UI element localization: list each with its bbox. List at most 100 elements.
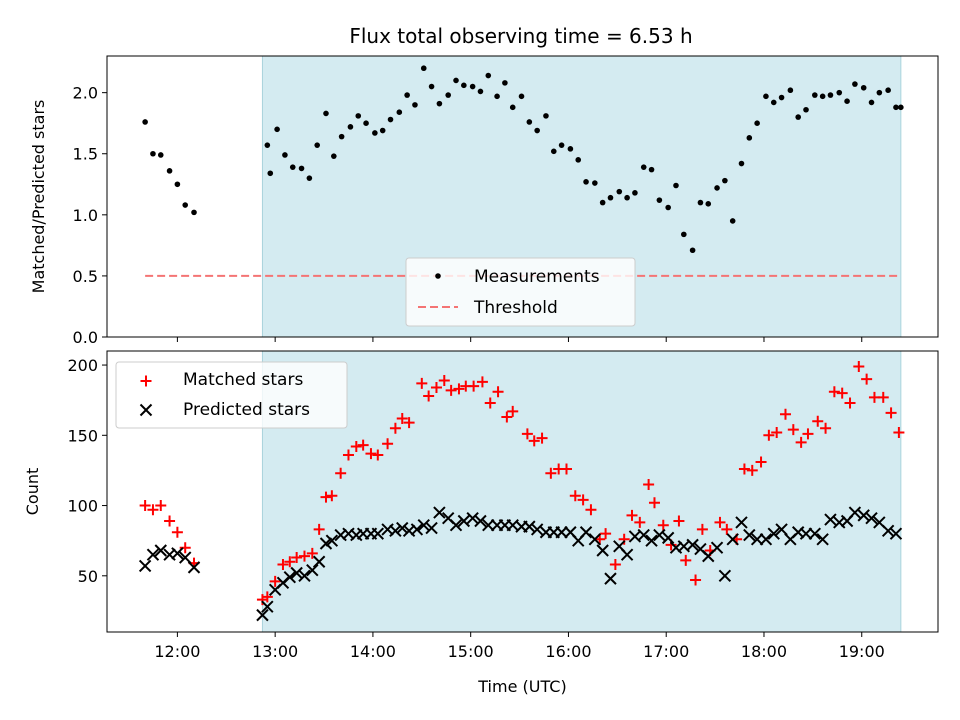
predicted-point	[457, 514, 471, 528]
predicted-point	[154, 544, 167, 557]
measurement-point	[338, 133, 345, 140]
predicted-point	[645, 534, 658, 547]
matched-point	[365, 448, 377, 460]
matched-point	[521, 428, 533, 440]
measurement-point	[157, 152, 164, 158]
predicted-point	[857, 509, 870, 522]
measurement-point	[404, 92, 410, 98]
matched-point	[171, 526, 183, 538]
measurement-point	[453, 77, 459, 84]
predicted-point	[816, 533, 829, 546]
matched-point	[626, 509, 638, 521]
measurement-point	[387, 116, 394, 123]
predicted-point	[596, 544, 609, 557]
matched-point	[861, 373, 873, 385]
measurement-point	[509, 104, 516, 111]
measurement-point	[778, 94, 785, 101]
matched-point	[277, 559, 289, 571]
measurement-point	[844, 98, 850, 105]
measurement-point	[428, 83, 435, 90]
measurement-point	[477, 88, 484, 95]
predicted-point	[396, 521, 409, 535]
legend-measurements-label: Measurements	[474, 267, 600, 287]
panel-count-ticks: 12:00 13:00 14:00 15:00 16:00 17:00 18:00 19:00…	[67, 356, 884, 661]
matched-point	[634, 516, 646, 528]
measurement-point	[836, 89, 843, 96]
matched-point	[357, 439, 369, 451]
matched-point	[755, 456, 767, 468]
measurement-point	[599, 199, 606, 206]
predicted-point	[620, 548, 634, 561]
matched-point	[680, 554, 692, 566]
y-tick-label: 0.5	[73, 267, 98, 286]
measurement-point	[681, 231, 687, 238]
y-tick-label: 2.0	[73, 84, 98, 103]
matched-point	[476, 376, 488, 388]
matched-point	[657, 519, 669, 531]
matched-point	[430, 382, 442, 394]
matched-point	[438, 375, 450, 387]
measurement-point	[689, 247, 696, 254]
measurement-point	[860, 84, 867, 91]
predicted-point	[604, 572, 617, 585]
matched-point	[139, 500, 151, 512]
measurement-point	[852, 81, 858, 87]
predicted-point	[466, 511, 479, 525]
predicted-point	[298, 569, 311, 583]
matched-point	[269, 575, 281, 587]
measurement-point	[803, 106, 809, 113]
predicted-point	[306, 563, 319, 577]
matched-point	[528, 435, 540, 447]
measurement-point	[372, 130, 378, 136]
matched-point	[609, 559, 621, 571]
matched-point	[738, 463, 750, 475]
matched-point	[484, 397, 496, 409]
measurement-point	[592, 180, 598, 186]
predicted-point	[389, 524, 402, 538]
predicted-point	[881, 524, 895, 538]
predicted-point	[410, 523, 424, 536]
matched-point	[643, 478, 655, 490]
predicted-point	[865, 511, 878, 525]
measurement-point	[558, 142, 565, 148]
predicted-point	[433, 506, 446, 519]
measurement-point	[827, 92, 834, 98]
predicted-point	[482, 519, 495, 532]
panel-count-ylabel: Count	[23, 468, 42, 516]
measurement-point	[412, 102, 418, 108]
measurement-point	[331, 153, 337, 159]
predicted-point	[848, 506, 862, 519]
matched-point	[787, 424, 799, 436]
predicted-point	[889, 527, 903, 540]
measurement-point	[420, 65, 427, 72]
measurement-point	[819, 93, 826, 100]
y-tick-label: 1.5	[73, 145, 98, 164]
measurement-point	[174, 181, 181, 188]
x-tick-label: 16:00	[545, 642, 591, 661]
panel-count-shaded-span	[261, 350, 902, 633]
measurement-point	[616, 188, 623, 195]
measurement-point	[714, 185, 720, 191]
matched-point	[492, 386, 504, 398]
matched-point	[802, 428, 814, 440]
matched-point	[313, 523, 325, 535]
matched-point	[763, 429, 775, 441]
matched-point	[306, 547, 318, 559]
matched-point	[468, 380, 480, 392]
matched-point	[261, 591, 273, 603]
matched-point	[445, 384, 457, 396]
measurement-point	[436, 100, 443, 107]
predicted-point	[767, 527, 780, 540]
measurement-point	[543, 113, 549, 119]
measurement-point	[274, 126, 280, 133]
x-tick-label: 15:00	[448, 642, 494, 661]
matched-point	[690, 574, 702, 586]
matched-point	[844, 397, 856, 409]
matched-point	[673, 515, 685, 527]
measurement-point	[893, 104, 899, 111]
matched-point	[326, 490, 338, 502]
matched-point	[403, 417, 415, 429]
legend-predicted-marker	[139, 403, 153, 417]
legend-measurements-marker	[435, 273, 441, 279]
